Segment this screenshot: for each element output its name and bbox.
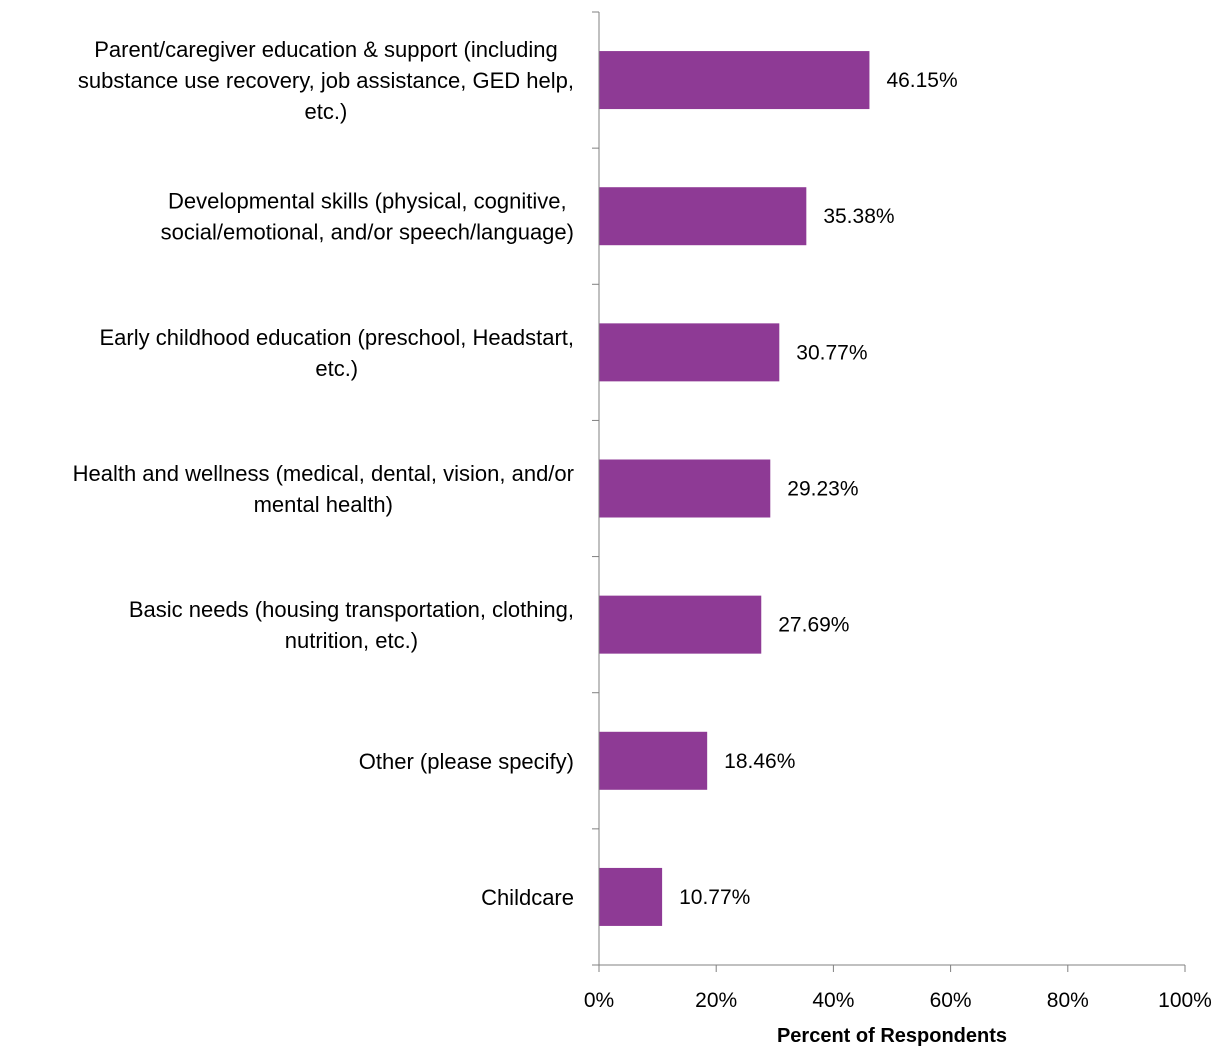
category-label: Early childhood education (preschool, He… <box>100 325 575 381</box>
category-label-line: etc.) <box>305 99 348 124</box>
bar <box>599 731 708 790</box>
x-tick-label: 20% <box>695 989 737 1012</box>
category-labels-layer: Parent/caregiver education & support (in… <box>73 37 574 910</box>
category-label: Childcare <box>481 885 574 910</box>
data-label: 29.23% <box>787 478 858 501</box>
category-label: Developmental skills (physical, cognitiv… <box>161 189 574 245</box>
category-label-line: social/emotional, and/or speech/language… <box>161 220 574 245</box>
bar <box>599 595 762 654</box>
data-label: 10.77% <box>679 886 750 909</box>
category-label-line: Other (please specify) <box>359 749 574 774</box>
x-tick-label: 60% <box>930 989 972 1012</box>
category-label-line: Parent/caregiver education & support (in… <box>94 37 558 62</box>
bar <box>599 187 807 246</box>
x-axis-title: Percent of Respondents <box>777 1025 1007 1047</box>
category-label: Basic needs (housing transportation, clo… <box>129 597 574 653</box>
data-label: 18.46% <box>724 750 795 773</box>
category-label-line: Health and wellness (medical, dental, vi… <box>73 461 574 486</box>
x-tick-label: 40% <box>812 989 854 1012</box>
x-tick-label: 0% <box>584 989 614 1012</box>
bar <box>599 323 780 382</box>
category-label: Health and wellness (medical, dental, vi… <box>73 461 574 517</box>
category-label-line: Childcare <box>481 885 574 910</box>
bar <box>599 867 663 926</box>
category-label: Parent/caregiver education & support (in… <box>78 37 574 124</box>
bar <box>599 51 870 110</box>
data-label: 35.38% <box>823 205 894 228</box>
x-tick-label: 100% <box>1158 989 1212 1012</box>
category-label-line: Basic needs (housing transportation, clo… <box>129 597 574 622</box>
axes-layer: 0% 20% 40% 60% 80% 100% <box>584 11 1212 1012</box>
bars-layer: 46.15% 35.38% 30.77% 29.23% 27.69% 18.46% 10.7… <box>599 51 958 926</box>
category-label-line: Early childhood education (preschool, He… <box>100 325 575 350</box>
category-label-line: mental health) <box>254 492 393 517</box>
category-label: Other (please specify) <box>359 749 574 774</box>
bar <box>599 459 771 518</box>
data-label: 46.15% <box>886 69 957 92</box>
data-label: 27.69% <box>778 614 849 637</box>
category-label-line: etc.) <box>315 356 358 381</box>
x-tick-label: 80% <box>1047 989 1089 1012</box>
category-label-line: Developmental skills (physical, cognitiv… <box>168 189 567 214</box>
data-label: 30.77% <box>796 341 867 364</box>
category-label-line: substance use recovery, job assistance, … <box>78 68 574 93</box>
category-label-line: nutrition, etc.) <box>285 628 418 653</box>
